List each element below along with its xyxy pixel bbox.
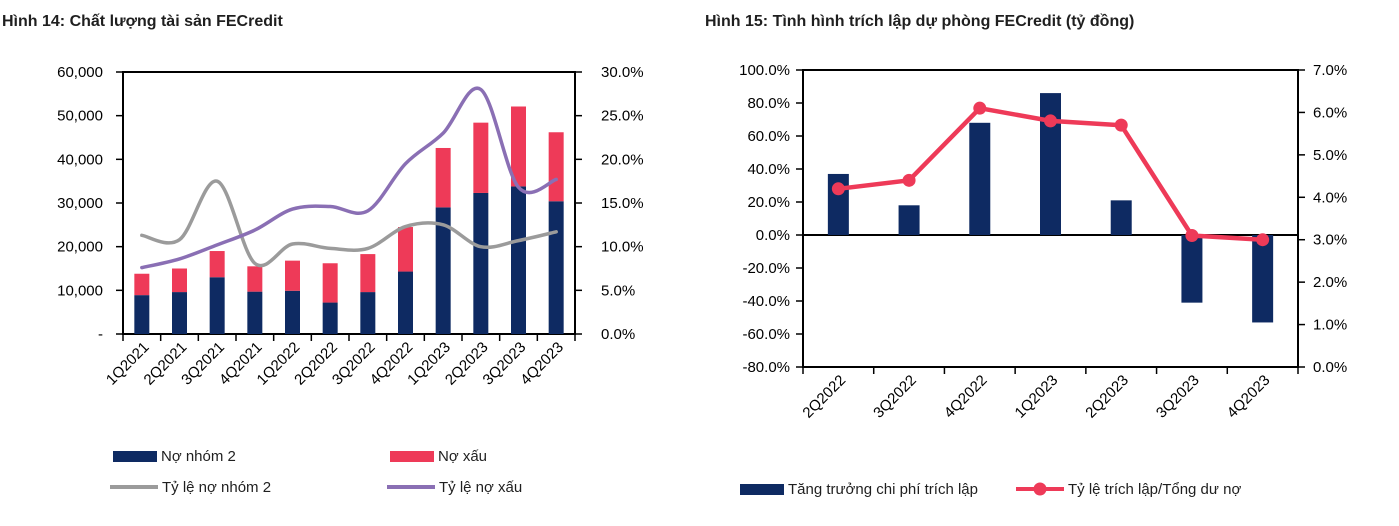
bar-swatch-icon [113,450,157,462]
bar-swatch-icon [740,483,784,495]
svg-text:1.0%: 1.0% [1313,317,1347,334]
svg-text:0.0%: 0.0% [601,326,635,343]
svg-text:30.0%: 30.0% [601,64,644,81]
line-swatch-icon [110,485,158,489]
svg-text:-20.0%: -20.0% [742,260,790,277]
legend-label: Tỷ lệ trích lập/Tổng dư nợ [1068,480,1242,498]
svg-text:100.0%: 100.0% [739,62,790,79]
line-swatch-icon [387,485,435,489]
svg-text:1Q2023: 1Q2023 [1012,372,1062,422]
figure-15-title: Hình 15: Tình hình trích lập dự phòng FE… [705,13,1135,30]
svg-text:-: - [98,326,103,343]
svg-text:3.0%: 3.0% [1313,232,1347,249]
legend-item-no-nhom-2: Nợ nhóm 2 [113,447,236,465]
legend-label: Tỷ lệ nợ nhóm 2 [162,478,272,496]
figure-14-panel: Hình 14: Chất lượng tài sản FECredit - 10… [0,0,695,526]
line-marker-swatch-icon [1016,482,1064,496]
svg-text:0.0%: 0.0% [756,227,790,244]
svg-text:4Q2022: 4Q2022 [941,372,991,422]
svg-text:4.0%: 4.0% [1313,189,1347,206]
svg-text:25.0%: 25.0% [601,108,644,125]
legend-label: Nợ nhóm 2 [161,447,236,465]
svg-text:80.0%: 80.0% [747,95,790,112]
figure-14-title: Hình 14: Chất lượng tài sản FECredit [2,13,283,30]
svg-text:4Q2023: 4Q2023 [1224,372,1274,422]
svg-text:20.0%: 20.0% [747,194,790,211]
bar-swatch-icon [390,450,434,462]
svg-text:3Q2023: 3Q2023 [1153,372,1203,422]
svg-text:40,000: 40,000 [57,151,103,168]
svg-text:2Q2022: 2Q2022 [799,372,849,422]
legend-item-ty-le-trich-lap: Tỷ lệ trích lập/Tổng dư nợ [1016,480,1242,498]
svg-text:10,000: 10,000 [57,282,103,299]
svg-text:-60.0%: -60.0% [742,326,790,343]
legend-item-ty-le-no-xau: Tỷ lệ nợ xấu [387,478,523,496]
svg-text:-40.0%: -40.0% [742,293,790,310]
legend-item-no-xau: Nợ xấu [390,447,488,465]
svg-text:10.0%: 10.0% [601,239,644,256]
legend-label: Nợ xấu [438,447,488,465]
svg-text:30,000: 30,000 [57,195,103,212]
svg-text:60.0%: 60.0% [747,128,790,145]
legend-item-ty-le-no-nhom-2: Tỷ lệ nợ nhóm 2 [110,478,272,496]
legend-label: Tỷ lệ nợ xấu [439,478,523,496]
svg-text:15.0%: 15.0% [601,195,644,212]
svg-text:6.0%: 6.0% [1313,104,1347,121]
svg-text:5.0%: 5.0% [601,282,635,299]
svg-text:50,000: 50,000 [57,108,103,125]
svg-text:60,000: 60,000 [57,64,103,81]
svg-text:3Q2022: 3Q2022 [870,372,920,422]
figure-14-chart: - 10,000 20,000 30,000 40,000 50,000 60,000 0.0… [57,64,644,389]
svg-text:-80.0%: -80.0% [742,359,790,376]
svg-text:40.0%: 40.0% [747,161,790,178]
svg-text:2Q2023: 2Q2023 [1082,372,1132,422]
legend-label: Tăng trưởng chi phí trích lập [788,480,978,498]
svg-text:20.0%: 20.0% [601,151,644,168]
marker-dot-icon [1033,482,1047,496]
svg-text:20,000: 20,000 [57,239,103,256]
legend-item-tang-truong-chi-phi-trich-lap: Tăng trưởng chi phí trích lập [740,480,978,498]
svg-text:2.0%: 2.0% [1313,274,1347,291]
svg-text:7.0%: 7.0% [1313,62,1347,79]
svg-text:0.0%: 0.0% [1313,359,1347,376]
figure-15-panel: Hình 15: Tình hình trích lập dự phòng FE… [700,0,1399,526]
svg-text:5.0%: 5.0% [1313,147,1347,164]
figure-15-chart: -80.0% -60.0% -40.0% -20.0% 0.0% 20.0% 40.0% 60… [739,62,1347,422]
